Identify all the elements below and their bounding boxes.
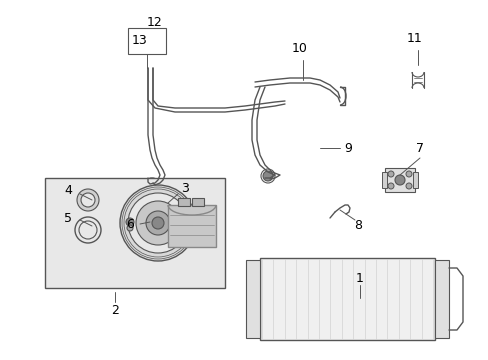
Text: 12: 12 (147, 15, 163, 28)
Bar (245, 260, 260, 338)
Bar (45, 178, 224, 288)
Text: 9: 9 (344, 141, 351, 154)
Bar (384, 168, 414, 192)
Text: 1: 1 (355, 271, 363, 284)
Circle shape (128, 193, 187, 253)
Circle shape (127, 225, 133, 231)
Bar (178, 198, 190, 206)
Circle shape (263, 171, 272, 181)
Bar (260, 258, 434, 340)
Circle shape (387, 171, 393, 177)
Circle shape (120, 185, 196, 261)
Circle shape (405, 171, 411, 177)
Text: 8: 8 (353, 219, 361, 231)
Circle shape (152, 217, 163, 229)
Text: 2: 2 (111, 303, 119, 316)
Circle shape (146, 211, 170, 235)
Text: 3: 3 (181, 181, 188, 194)
Text: 6: 6 (126, 217, 134, 230)
Bar (412, 172, 417, 188)
Bar (192, 198, 203, 206)
Text: 4: 4 (64, 184, 72, 197)
Circle shape (387, 183, 393, 189)
Circle shape (126, 218, 134, 226)
Text: 7: 7 (415, 141, 423, 154)
Circle shape (405, 183, 411, 189)
Text: 11: 11 (407, 32, 422, 45)
Bar (434, 260, 448, 338)
Bar (128, 28, 165, 54)
Text: 10: 10 (291, 41, 307, 54)
Bar (381, 172, 386, 188)
Circle shape (77, 189, 99, 211)
Text: 5: 5 (64, 212, 72, 225)
Circle shape (394, 175, 404, 185)
Bar (168, 205, 216, 247)
Circle shape (81, 193, 95, 207)
Circle shape (136, 201, 180, 245)
Text: 13: 13 (132, 33, 147, 46)
